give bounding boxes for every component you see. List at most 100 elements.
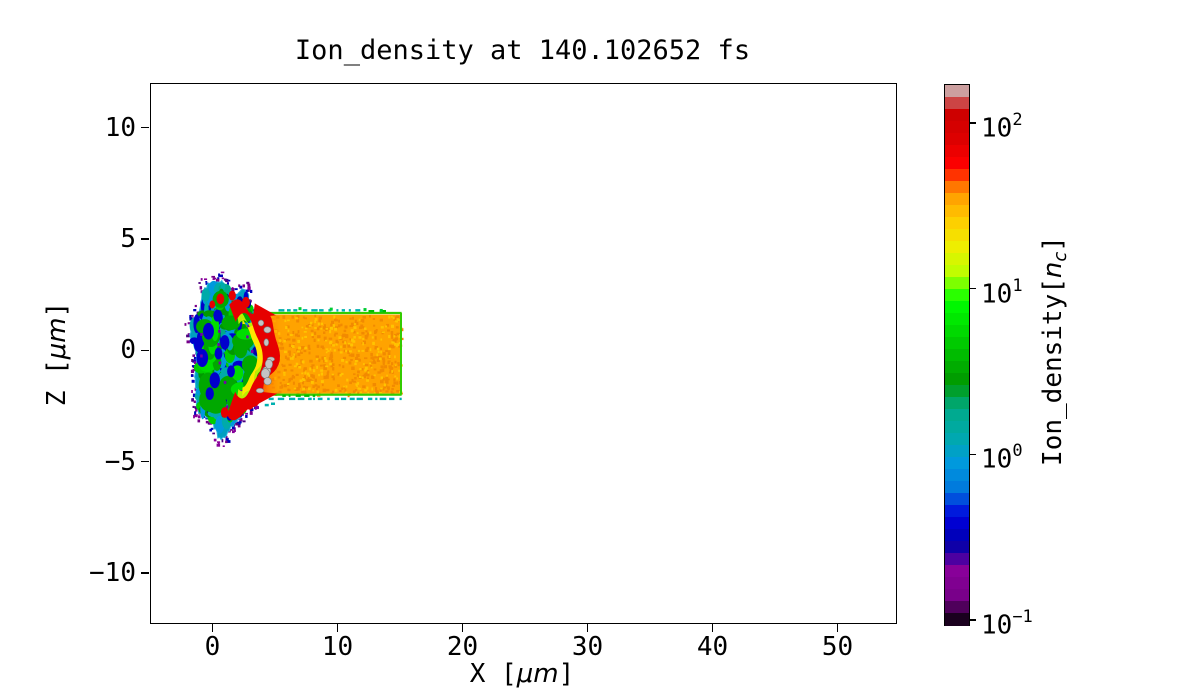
heatmap-shape	[338, 319, 340, 323]
blob-fringe-speck	[249, 411, 253, 415]
heatmap-shape	[264, 403, 269, 407]
heatmap-shape	[325, 365, 329, 368]
heatmap-shape	[400, 328, 404, 332]
blob-dense-core	[220, 335, 230, 350]
heatmap-shape	[364, 389, 368, 392]
colorbar-label-symbol: n	[1038, 261, 1068, 279]
heatmap-shape	[314, 314, 317, 318]
heatmap-shape	[288, 353, 291, 356]
heatmap-shape	[365, 330, 368, 333]
heatmap-shape	[323, 366, 327, 370]
heatmap-shape	[396, 390, 400, 393]
heatmap-shape	[355, 383, 358, 386]
heatmap-shape	[336, 309, 339, 312]
heatmap-shape	[398, 369, 402, 372]
overdense-speck	[260, 368, 270, 379]
heatmap-shape	[381, 357, 385, 360]
heatmap-shape	[339, 390, 342, 392]
heatmap-shape	[303, 349, 307, 353]
colorbar-tick-mark	[969, 287, 977, 290]
heatmap-shape	[350, 329, 354, 333]
blob-fringe-speck	[245, 414, 248, 418]
heatmap-shape	[397, 362, 400, 365]
heatmap-shape	[292, 331, 295, 334]
colorbar-segment	[945, 253, 969, 266]
heatmap-shape	[332, 344, 335, 347]
heatmap-shape	[301, 372, 304, 375]
blob-fringe-speck	[231, 425, 235, 430]
heatmap-shape	[303, 390, 307, 394]
heatmap-shape	[303, 367, 307, 370]
heatmap-shape	[285, 326, 288, 329]
x-tick-label: 40	[696, 632, 729, 662]
x-tick-mark	[586, 623, 589, 632]
heatmap-shape	[334, 327, 337, 331]
heatmap-shape	[349, 317, 352, 320]
heatmap-shape	[346, 378, 349, 382]
heatmap-shape	[394, 342, 397, 346]
heatmap-shape	[287, 319, 290, 322]
heatmap-shape	[317, 335, 321, 338]
heatmap-shape	[387, 360, 391, 363]
blob-fringe-speck	[190, 314, 194, 317]
heatmap-shape	[351, 378, 354, 382]
heatmap-shape	[354, 389, 358, 391]
heatmap-shape	[381, 368, 385, 372]
heatmap-shape	[339, 351, 343, 354]
heatmap-shape	[347, 350, 350, 354]
heatmap-shape	[289, 357, 292, 360]
blob-fringe-speck	[192, 359, 196, 363]
heatmap-shape	[366, 346, 370, 350]
heatmap-shape	[323, 336, 327, 340]
heatmap-shape	[390, 331, 394, 334]
heatmap-shape	[325, 374, 329, 377]
heatmap-shape	[382, 377, 385, 381]
heatmap-shape	[218, 361, 222, 365]
blob-fringe-speck	[237, 424, 241, 428]
heatmap-shape	[385, 325, 387, 328]
blob-fringe-speck	[238, 284, 241, 287]
heatmap-shape	[360, 319, 364, 322]
heatmap-shape	[383, 365, 387, 369]
blob-fringe-speck	[230, 429, 233, 431]
heatmap-shape	[375, 392, 380, 394]
heatmap-shape	[387, 352, 391, 356]
heatmap-shape	[223, 380, 227, 384]
y-tick-label: −10	[89, 558, 136, 588]
heatmap-shape	[331, 373, 334, 376]
blob-fringe-speck	[225, 437, 229, 441]
colorbar-segment	[945, 373, 969, 386]
heatmap-shape	[304, 375, 306, 378]
heatmap-shape	[388, 355, 391, 358]
heatmap-shape	[320, 369, 324, 372]
colorbar-segment	[945, 577, 969, 590]
blob-fringe-speck	[209, 428, 212, 432]
heatmap-shape	[331, 358, 334, 363]
heatmap-shape	[318, 316, 323, 320]
heatmap-shape	[364, 334, 368, 339]
colorbar-tick-label: 102	[981, 107, 1023, 144]
heatmap-shape	[358, 387, 362, 390]
heatmap-shape	[297, 334, 300, 338]
plot-area	[150, 83, 897, 624]
blob-fringe-speck	[254, 407, 257, 410]
blob-fringe-speck	[192, 354, 195, 357]
heatmap-shape	[313, 397, 315, 401]
heatmap-shape	[292, 381, 295, 385]
colorbar-segment	[945, 229, 969, 242]
overdense-speck	[264, 358, 273, 369]
heatmap-shape	[324, 324, 326, 328]
heatmap-shape	[342, 356, 347, 360]
heatmap-shape	[382, 362, 385, 366]
heatmap-shape	[321, 383, 324, 387]
heatmap-shape	[382, 352, 386, 356]
heatmap-shape	[344, 334, 349, 339]
heatmap-shape	[350, 343, 354, 347]
heatmap-shape	[396, 318, 400, 322]
heatmap-shape	[290, 369, 294, 372]
heatmap-shape	[353, 336, 356, 339]
heatmap-shape	[314, 327, 317, 329]
colorbar-segment	[945, 241, 969, 254]
heatmap-shape	[351, 366, 355, 370]
colorbar-segment	[945, 397, 969, 410]
